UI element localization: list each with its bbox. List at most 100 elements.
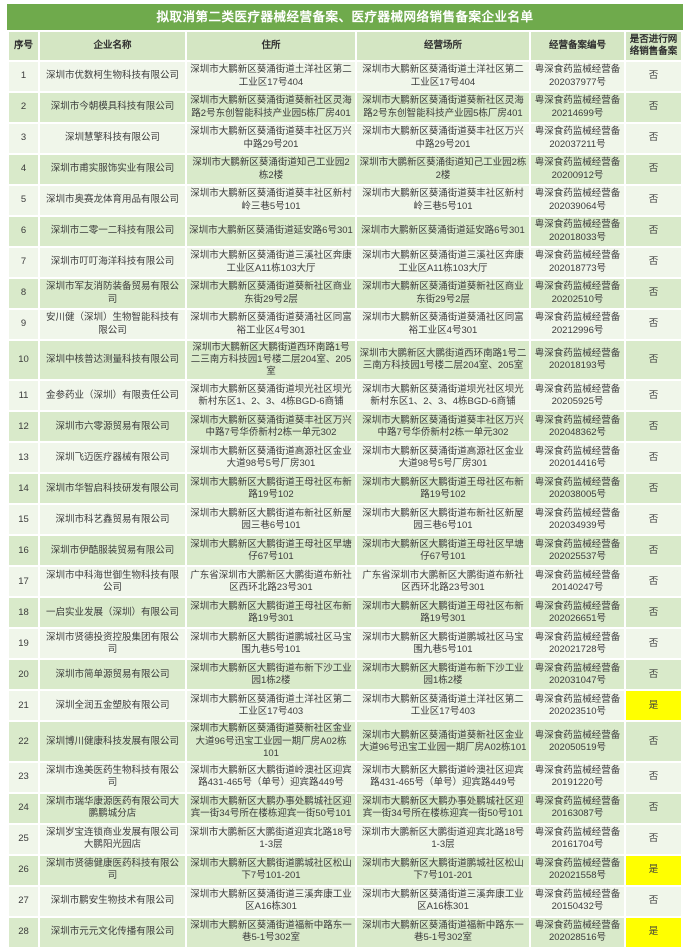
column-header-address: 住所 <box>187 32 357 62</box>
premises-cell: 深圳市大鹏新区葵涌街道坝光社区坝光新村东区1、2、3、4栋BGD-6商铺 <box>357 381 531 413</box>
online-filing-status-cell: 否 <box>626 629 683 661</box>
online-filing-status-cell: 否 <box>626 762 683 794</box>
company-name-cell: 深圳市优数柯生物科技有限公司 <box>40 62 187 93</box>
table-row: 2 深圳市今朝模具科技有限公司 深圳市大鹏新区葵涌街道葵新社区灵海路2号东创智能科技… <box>7 93 683 124</box>
table-row: 28 深圳市元元文化传播有限公司 深圳市大鹏新区葵涌街道福新中路东一巷5-1号302… <box>7 917 683 949</box>
table-row: 25 深圳岁宝连锁商业发展有限公司大鹏阳光园店 深圳市大鹏新区大鹏街道迎宾北路18号… <box>7 824 683 856</box>
address-cell: 深圳市大鹏新区大鹏街道迎宾北路18号1-3层 <box>187 824 357 856</box>
address-cell: 深圳市大鹏新区葵涌街道三溪社区奔康工业区A11栋103大厅 <box>187 248 357 279</box>
address-cell: 深圳市大鹏新区大鹏街道鹏城社区松山下7号101-201 <box>187 855 357 887</box>
row-index: 18 <box>7 598 40 630</box>
row-index: 7 <box>7 248 40 279</box>
address-cell: 深圳市大鹏新区葵涌街道葵新社区灵海路2号东创智能科技产业园5栋厂房401 <box>187 93 357 124</box>
online-filing-status-cell: 否 <box>626 62 683 93</box>
company-name-cell: 深圳全润五金塑胶有限公司 <box>40 691 187 723</box>
online-filing-status-cell: 否 <box>626 341 683 382</box>
row-index: 2 <box>7 93 40 124</box>
filing-number-cell: 粤深食药监械经营备20200912号 <box>531 155 626 186</box>
online-filing-status-cell: 是 <box>626 691 683 723</box>
company-name-cell: 深圳市华智启科技研发有限公司 <box>40 474 187 506</box>
table-row: 6 深圳市二零一二科技有限公司 深圳市大鹏新区葵涌街道延安路6号301 深圳市大鹏新区… <box>7 217 683 248</box>
row-index: 15 <box>7 505 40 537</box>
row-index: 10 <box>7 341 40 382</box>
filing-number-cell: 粤深食药监械经营备20214699号 <box>531 93 626 124</box>
company-name-cell: 深圳市伊酷服装贸易有限公司 <box>40 536 187 568</box>
filing-number-cell: 粤深食药监械经营备202021558号 <box>531 855 626 887</box>
table-row: 1 深圳市优数柯生物科技有限公司 深圳市大鹏新区葵涌街道土洋社区第二工业区17号40… <box>7 62 683 93</box>
company-name-cell: 深圳市甫实服饰实业有限公司 <box>40 155 187 186</box>
address-cell: 深圳市大鹏新区葵涌街道葵丰社区万兴中路29号201 <box>187 124 357 155</box>
table-row: 18 一启实业发展（深圳）有限公司 深圳市大鹏新区大鹏街道王母社区布新路19号301… <box>7 598 683 630</box>
premises-cell: 深圳市大鹏新区葵涌街道葵新社区金业大道96号迅宝工业园一期厂房A02栋101 <box>357 722 531 763</box>
row-index: 16 <box>7 536 40 568</box>
online-filing-status-cell: 否 <box>626 505 683 537</box>
row-index: 3 <box>7 124 40 155</box>
online-filing-status-cell: 是 <box>626 855 683 887</box>
row-index: 28 <box>7 917 40 949</box>
company-name-cell: 深圳市科艺鑫贸易有限公司 <box>40 505 187 537</box>
table-row: 19 深圳市贤德投资控股集团有限公司 深圳市大鹏新区大鹏街道鹏城社区马宝围九巷5号1… <box>7 629 683 661</box>
row-index: 9 <box>7 310 40 341</box>
address-cell: 深圳市大鹏新区葵涌街道福新中路东一巷5-1号302室 <box>187 917 357 949</box>
row-index: 21 <box>7 691 40 723</box>
column-header-online-status: 是否进行网络销售备案 <box>626 32 683 62</box>
filing-number-cell: 粤深食药监械经营备202037211号 <box>531 124 626 155</box>
row-index: 22 <box>7 722 40 763</box>
row-index: 12 <box>7 412 40 444</box>
filing-number-cell: 粤深食药监械经营备202050519号 <box>531 722 626 763</box>
premises-cell: 深圳市大鹏新区大鹏街道王母社区布新路19号102 <box>357 474 531 506</box>
address-cell: 深圳市大鹏新区葵涌街道延安路6号301 <box>187 217 357 248</box>
row-index: 5 <box>7 186 40 217</box>
company-name-cell: 深圳博川健康科技发展有限公司 <box>40 722 187 763</box>
address-cell: 深圳市大鹏新区大鹏街道王母社区布新路19号102 <box>187 474 357 506</box>
column-header-company: 企业名称 <box>40 32 187 62</box>
filing-number-cell: 粤深食药监械经营备20163087号 <box>531 793 626 825</box>
premises-cell: 深圳市大鹏新区葵涌街道葵涌社区同富裕工业区4号301 <box>357 310 531 341</box>
table-row: 23 深圳市逸美医药生物科技有限公司 深圳市大鹏新区大鹏街道岭澳社区迎宾路431-4… <box>7 762 683 794</box>
company-name-cell: 深圳市中科海世御生物科技有限公司 <box>40 567 187 599</box>
premises-cell: 深圳市大鹏新区葵涌街道葵新社区商业东街29号2层 <box>357 279 531 310</box>
address-cell: 深圳市大鹏新区大鹏街道岭澳社区迎宾路431-465号（单号）迎宾路449号 <box>187 762 357 794</box>
row-index: 20 <box>7 660 40 692</box>
online-filing-status-cell: 否 <box>626 474 683 506</box>
company-name-cell: 深圳市简单源贸易有限公司 <box>40 660 187 692</box>
premises-cell: 深圳市大鹏新区葵涌街道三溪社区奔康工业区A11栋103大厅 <box>357 248 531 279</box>
premises-cell: 深圳市大鹏新区葵涌街道知己工业园2栋2楼 <box>357 155 531 186</box>
filing-number-cell: 粤深食药监械经营备202037977号 <box>531 62 626 93</box>
address-cell: 深圳市大鹏新区大鹏办事处鹏城社区迎宾一街34号所在楼栋迎宾一街50号101 <box>187 793 357 825</box>
filing-number-cell: 粤深食药监械经营备202023510号 <box>531 691 626 723</box>
company-name-cell: 安川健（深圳）生物智能科技有限公司 <box>40 310 187 341</box>
company-name-cell: 深圳市奥赛龙体育用品有限公司 <box>40 186 187 217</box>
filing-number-cell: 粤深食药监械经营备202021728号 <box>531 629 626 661</box>
row-index: 4 <box>7 155 40 186</box>
table-row: 9 安川健（深圳）生物智能科技有限公司 深圳市大鹏新区葵涌街道葵涌社区同富裕工业区4… <box>7 310 683 341</box>
company-name-cell: 深圳市瑞华康源医药有限公司大鹏鹏城分店 <box>40 793 187 825</box>
address-cell: 深圳市大鹏新区葵涌街道葵丰社区新村岭三巷5号101 <box>187 186 357 217</box>
address-cell: 深圳市大鹏新区葵涌街道坝光社区坝光新村东区1、2、3、4栋BGD-6商铺 <box>187 381 357 413</box>
filing-number-cell: 粤深食药监械经营备20150432号 <box>531 886 626 918</box>
company-name-cell: 深圳慧擎科技有限公司 <box>40 124 187 155</box>
row-index: 11 <box>7 381 40 413</box>
filing-number-cell: 粤深食药监械经营备20191220号 <box>531 762 626 794</box>
online-filing-status-cell: 否 <box>626 598 683 630</box>
table-row: 8 深圳市军友消防装备贸易有限公司 深圳市大鹏新区葵涌街道葵新社区商业东街29号2层… <box>7 279 683 310</box>
filing-number-cell: 粤深食药监械经营备202038005号 <box>531 474 626 506</box>
online-filing-status-cell: 否 <box>626 660 683 692</box>
address-cell: 深圳市大鹏新区大鹏街道布新下沙工业园1栋2楼 <box>187 660 357 692</box>
online-filing-status-cell: 否 <box>626 93 683 124</box>
filing-number-cell: 粤深食药监械经营备202025537号 <box>531 536 626 568</box>
row-index: 8 <box>7 279 40 310</box>
filing-number-cell: 粤深食药监械经营备202034939号 <box>531 505 626 537</box>
address-cell: 深圳市大鹏新区葵涌街道葵新社区商业东街29号2层 <box>187 279 357 310</box>
premises-cell: 深圳市大鹏新区大鹏街道王母社区布新路19号301 <box>357 598 531 630</box>
online-filing-status-cell: 否 <box>626 217 683 248</box>
address-cell: 深圳市大鹏新区大鹏街道王母社区布新路19号301 <box>187 598 357 630</box>
company-name-cell: 深圳市鹏安生物技术有限公司 <box>40 886 187 918</box>
table-row: 10 深圳中核普达测量科技有限公司 深圳市大鹏新区大鹏街道西环南路1号二三南方科技园… <box>7 341 683 382</box>
table-row: 16 深圳市伊酷服装贸易有限公司 深圳市大鹏新区大鹏街道王母社区早塘仔67号101 深… <box>7 536 683 568</box>
table-row: 13 深圳飞迈医疗器械有限公司 深圳市大鹏新区葵涌街道高源社区金业大道98号5号厂房… <box>7 443 683 475</box>
filing-number-cell: 粤深食药监械经营备202018773号 <box>531 248 626 279</box>
company-name-cell: 深圳市贤德健康医药科技有限公司 <box>40 855 187 887</box>
row-index: 23 <box>7 762 40 794</box>
